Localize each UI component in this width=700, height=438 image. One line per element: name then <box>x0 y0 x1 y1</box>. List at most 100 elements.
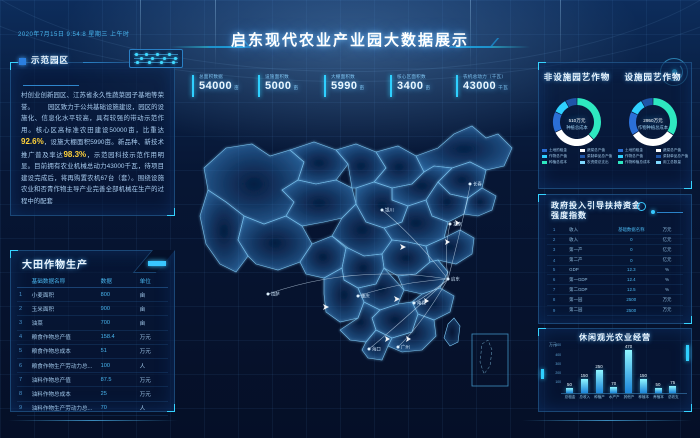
row-name: 第二产 <box>561 255 612 266</box>
row-unit: 万元 <box>651 294 683 306</box>
bar-column[interactable]: 75 <box>669 380 677 393</box>
map-city-dot[interactable] <box>266 292 270 296</box>
bar-column[interactable]: 150 <box>640 373 647 393</box>
map-city-dot[interactable] <box>446 277 450 281</box>
legend-item[interactable]: 作物总产值 <box>618 154 656 159</box>
table-row[interactable]: 9 油料作物生产劳动力总... 70 人 <box>17 401 168 416</box>
donut-segment[interactable] <box>553 112 562 132</box>
bar-column[interactable]: 70 <box>610 381 618 393</box>
legend-item[interactable]: 菜制单品总产值 <box>580 154 618 159</box>
donut-segment[interactable] <box>555 129 594 146</box>
donut-title-0: 非设施园艺作物 <box>543 72 611 82</box>
table-row[interactable]: 3 第一产 0 亿元 <box>547 244 683 256</box>
legend-item[interactable]: 土地的租金 <box>542 148 580 153</box>
donut-segment[interactable] <box>631 101 645 115</box>
gov-decor <box>637 202 683 216</box>
row-unit: 亿元 <box>651 244 683 256</box>
table-row[interactable]: 2 玉米面积 900 亩 <box>17 301 168 317</box>
table-row[interactable]: 8 第一园 2500 万元 <box>547 294 683 306</box>
legend-swatch <box>656 149 661 152</box>
crop-col-unit: 单位 <box>137 274 168 288</box>
row-index: 4 <box>17 330 30 345</box>
table-row[interactable]: 6 第一GDP 12.4% <box>547 274 683 286</box>
donut-segment[interactable] <box>653 98 677 135</box>
map-city-dot[interactable] <box>412 301 416 305</box>
table-row[interactable]: 7 第二GDP 12.5% <box>547 284 683 296</box>
row-name: 第二园 <box>561 305 612 316</box>
map-city-dot[interactable] <box>367 347 371 351</box>
bar-column[interactable]: 50 <box>654 382 662 393</box>
legend-item[interactable]: 土地的租金 <box>618 148 656 153</box>
donut-chart-0[interactable]: 510万元 种植总成本 土地的租金 蔬菜总产值 作物总产值 菜制单品总产值 种植总成本农… <box>539 93 615 169</box>
legend-item[interactable]: 作物总产值 <box>542 154 580 159</box>
legend-item[interactable]: 农资费总支出 <box>580 160 618 165</box>
row-unit: % <box>651 274 683 286</box>
donut-segment[interactable] <box>555 101 569 115</box>
table-row[interactable]: 8 油料作物总成本 25 万元 <box>17 386 168 402</box>
map-city-dot[interactable] <box>448 222 452 226</box>
map-city-label: 重庆 <box>361 293 370 300</box>
legend-label: 土地的租金 <box>625 148 643 152</box>
table-row[interactable]: 4 第二产 0 亿元 <box>547 255 683 266</box>
donut-segment[interactable] <box>641 98 653 107</box>
legend-item[interactable]: 作物种植总成本 <box>618 160 656 165</box>
kpi-accent-bar <box>324 75 326 97</box>
table-row[interactable]: 2 收入 0 亿元 <box>547 234 683 246</box>
table-row[interactable]: 1 收入 基础数据名称 万元 <box>547 225 683 236</box>
table-row[interactable]: 4 粮食作物总产值 158.4 万元 <box>17 330 168 345</box>
donut-title-1: 设施园艺作物 <box>624 72 682 82</box>
table-row[interactable]: 5 粮食作物总成本 51 万元 <box>17 344 168 359</box>
row-name: 油菜 <box>29 315 99 331</box>
row-unit: 人 <box>137 358 168 374</box>
legend-swatch <box>580 161 585 164</box>
legend-item[interactable]: 蔬菜总产值 <box>580 148 618 153</box>
legend-swatch <box>580 155 585 158</box>
y-tick-label: 400 <box>555 352 561 357</box>
kpi-value: 5990 亩 <box>331 80 365 92</box>
row-index: 9 <box>547 305 562 316</box>
map-city-dot[interactable] <box>356 294 360 298</box>
bar-scroll-left[interactable] <box>541 369 544 379</box>
row-unit: 人 <box>137 401 168 416</box>
header-title-bar: 启东现代农业产业园大数据展示 <box>0 28 700 54</box>
arc-glow-1 <box>0 0 700 82</box>
table-row[interactable]: 6 粮食作物生产劳动力总... 100 人 <box>17 358 168 374</box>
table-row[interactable]: 7 油料作物总产值 87.5 万元 <box>17 372 168 388</box>
map-city-dot[interactable] <box>380 208 384 212</box>
legend-item[interactable]: 种植总成本 <box>542 160 580 165</box>
kpi-value: 54000 亩 <box>199 80 240 92</box>
legend-label: 作物种植总成本 <box>625 160 651 164</box>
donut-segment[interactable] <box>632 131 674 146</box>
bar-column[interactable]: 50 <box>566 382 573 393</box>
row-name: 第一产 <box>561 244 612 256</box>
map-city-dot[interactable] <box>468 182 472 186</box>
table-row[interactable]: 5 GDP 12.3% <box>547 265 683 275</box>
china-map[interactable]: 长春 北京 银川 拉萨 重庆 南昌 广州 海口 启东 <box>186 104 531 404</box>
legend-item[interactable]: 蔬菜总产值 <box>656 148 694 153</box>
legend-item[interactable]: 菜制单品总产值 <box>656 154 694 159</box>
row-index: 5 <box>547 265 562 275</box>
gov-title: 政府投入引导扶持资金强度指数 <box>551 201 641 220</box>
donut-segment[interactable] <box>577 98 601 140</box>
row-value: 25 <box>98 386 138 402</box>
table-row[interactable]: 9 第二园 2500 万元 <box>547 305 683 316</box>
bar-scroll-right[interactable] <box>686 345 689 361</box>
table-row[interactable]: 1 小麦面积 800 亩 <box>17 287 168 303</box>
donut-chart-1[interactable]: 2950万元 作物种植总成本 土地的租金 蔬菜总产值 作物总产值 菜制单品总产值 作物种… <box>615 93 691 169</box>
row-value: 基础数据名称 <box>611 225 652 236</box>
gov-funding-panel: 政府投入引导扶持资金强度指数 1 收入 基础数据名称 万元 2 收入 0 亿元 3 第一产 0 亿元 4… <box>538 194 692 324</box>
bar-rect <box>566 388 573 393</box>
donut-segment[interactable] <box>629 112 639 135</box>
bar-column[interactable]: 250 <box>595 364 603 393</box>
map-city-dot[interactable] <box>396 345 400 349</box>
row-unit: 万元 <box>137 386 168 402</box>
bar-value-label: 50 <box>567 382 572 388</box>
bar-column[interactable]: 470 <box>625 344 632 393</box>
legend-swatch <box>656 155 661 158</box>
table-row[interactable]: 3 油菜 700 亩 <box>17 315 168 331</box>
map-routes <box>267 185 471 350</box>
donut-segment[interactable] <box>565 98 577 107</box>
bar-column[interactable]: 150 <box>581 373 588 393</box>
row-value: 2500 <box>611 294 652 306</box>
legend-item[interactable]: 用工总数量 <box>656 160 694 165</box>
